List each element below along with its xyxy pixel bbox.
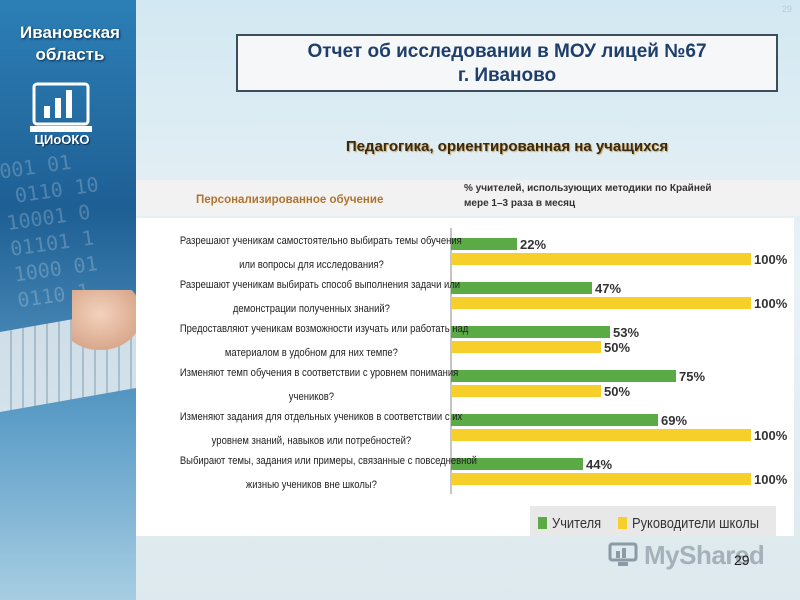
data-label-school-leaders-5: 100% — [754, 472, 788, 487]
legend-swatch-teachers — [538, 517, 547, 529]
bar-teachers-3 — [451, 370, 676, 382]
category-label-2-line-0: Предоставляют ученикам возможности изуча… — [179, 323, 469, 335]
bar-teachers-2 — [451, 326, 610, 338]
watermark-text: MyShared — [644, 540, 765, 570]
bar-school-leaders-2 — [451, 341, 601, 353]
legend-label-teachers: Учителя — [552, 515, 602, 532]
table-header-band — [136, 180, 800, 216]
bar-school-leaders-3 — [451, 385, 601, 397]
bar-school-leaders-5 — [451, 473, 751, 485]
section-subtitle: Педагогика, ориентированная на учащихся — [345, 138, 669, 155]
category-label-2-line-1: материалом в удобном для них темпе? — [224, 347, 398, 359]
data-label-teachers-4: 69% — [661, 413, 687, 428]
category-label-5-line-0: Выбирают темы, задания или примеры, связ… — [179, 455, 477, 467]
page-number: 29 — [734, 552, 750, 568]
bar-school-leaders-1 — [451, 297, 751, 309]
data-label-school-leaders-3: 50% — [604, 384, 630, 399]
region-logo-icon — [30, 82, 92, 132]
bar-teachers-0 — [451, 238, 517, 250]
category-label-1-line-1: демонстрации полученных знаний? — [232, 303, 390, 315]
logo-text: ЦИоОКО — [34, 132, 90, 147]
category-label-3-line-1: учеников? — [288, 391, 335, 403]
legend-label-school-leaders: Руководители школы — [632, 515, 760, 532]
report-title-line2: г. Иваново — [457, 65, 557, 86]
bar-school-leaders-0 — [451, 253, 751, 265]
data-label-school-leaders-1: 100% — [754, 296, 788, 311]
data-label-school-leaders-2: 50% — [604, 340, 630, 355]
data-label-teachers-1: 47% — [595, 281, 621, 296]
legend-swatch-school-leaders — [618, 517, 627, 529]
bar-school-leaders-4 — [451, 429, 751, 441]
data-label-teachers-2: 53% — [613, 325, 639, 340]
category-label-0-line-1: или вопросы для исследования? — [239, 259, 384, 271]
page-number-top: 29 — [781, 4, 792, 14]
region-title: Ивановская область — [20, 23, 120, 64]
data-label-teachers-0: 22% — [520, 237, 546, 252]
bar-teachers-4 — [451, 414, 658, 426]
data-label-teachers-5: 44% — [586, 457, 612, 472]
bar-teachers-5 — [451, 458, 583, 470]
data-label-teachers-3: 75% — [679, 369, 705, 384]
myshared-watermark: MyShared — [608, 540, 778, 574]
category-label-5-line-1: жизнью учеников вне школы? — [245, 479, 377, 491]
report-title-box: Отчет об исследовании в МОУ лицей №67 г.… — [236, 34, 778, 92]
myshared-logo-icon — [608, 542, 638, 566]
column-note: % учителей, использующих методики по Кра… — [464, 183, 712, 209]
side-panel: 1001 01 0110 10 10001 0 01101 1 1000 01 … — [0, 0, 136, 600]
column-title: Персонализированное обучение — [196, 194, 384, 206]
category-label-4-line-0: Изменяют задания для отдельных учеников … — [179, 411, 463, 423]
category-label-4-line-1: уровнем знаний, навыков или потребностей… — [211, 435, 412, 447]
data-label-school-leaders-4: 100% — [754, 428, 788, 443]
category-label-0-line-0: Разрешают ученикам самостоятельно выбира… — [179, 235, 462, 247]
category-label-1-line-0: Разрешают ученикам выбирать способ выпол… — [179, 279, 461, 291]
chart-legend: Учителя Руководители школы — [530, 506, 776, 536]
report-title-line1: Отчет об исследовании в МОУ лицей №67 — [307, 41, 707, 62]
bar-teachers-1 — [451, 282, 592, 294]
data-label-school-leaders-0: 100% — [754, 252, 788, 267]
category-label-3-line-0: Изменяют темп обучения в соответствии с … — [179, 367, 459, 379]
hand-image — [72, 290, 136, 350]
